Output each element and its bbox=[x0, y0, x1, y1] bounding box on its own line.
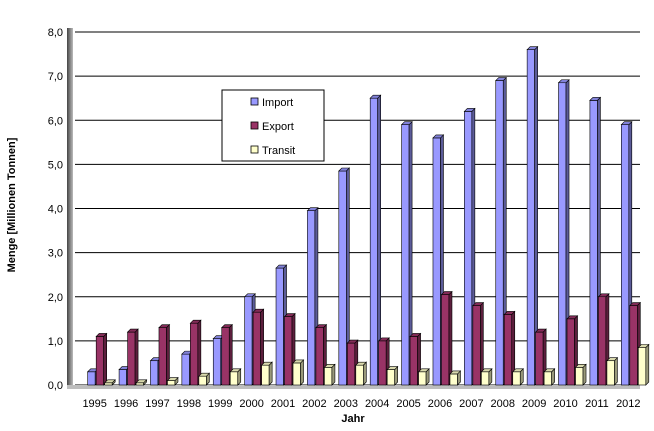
side-wall bbox=[67, 28, 73, 387]
bar-transit-1996 bbox=[135, 379, 148, 386]
bar-import-2010 bbox=[557, 79, 570, 386]
y-tick-label: 6,0 bbox=[48, 115, 63, 127]
legend-label-export: Export bbox=[262, 121, 294, 133]
x-tick-label: 2003 bbox=[334, 398, 358, 410]
bar-transit-1998 bbox=[198, 372, 211, 386]
legend-box bbox=[221, 89, 325, 162]
y-tick-label: 3,0 bbox=[48, 248, 63, 260]
x-tick-label: 2007 bbox=[459, 398, 483, 410]
bar-transit-1999 bbox=[229, 368, 242, 386]
bar-transit-2012 bbox=[637, 343, 650, 386]
x-tick-label: 2004 bbox=[365, 398, 389, 410]
bar-transit-2004 bbox=[386, 365, 399, 386]
bar-export-1995 bbox=[95, 332, 108, 386]
bar-export-1996 bbox=[126, 328, 139, 386]
x-tick-label: 2010 bbox=[553, 398, 577, 410]
x-tick-label: 2012 bbox=[616, 398, 640, 410]
bar-export-2003 bbox=[346, 339, 359, 386]
legend: Import Export Transit bbox=[221, 89, 325, 162]
x-tick-label: 2008 bbox=[491, 398, 515, 410]
grid bbox=[67, 28, 640, 389]
bar-import-2005 bbox=[400, 120, 413, 386]
x-tick-label: 1998 bbox=[177, 398, 201, 410]
bar-export-2008 bbox=[503, 310, 516, 386]
legend-label-import: Import bbox=[262, 97, 293, 109]
x-axis-title: Jahr bbox=[341, 413, 365, 425]
x-tick-label: 1996 bbox=[114, 398, 138, 410]
bar-transit-2010 bbox=[574, 363, 587, 386]
legend-swatch-import bbox=[250, 97, 259, 106]
bar-transit-2002 bbox=[323, 363, 336, 386]
y-tick-label: 5,0 bbox=[48, 159, 63, 171]
x-tick-label: 2001 bbox=[271, 398, 295, 410]
y-tick-label: 4,0 bbox=[48, 204, 63, 216]
y-tick-label: 0,0 bbox=[48, 380, 63, 392]
bar-transit-2006 bbox=[449, 370, 462, 386]
bar-transit-2008 bbox=[512, 368, 524, 386]
y-tick-label: 2,0 bbox=[48, 292, 63, 304]
x-tick-label: 1999 bbox=[208, 398, 232, 410]
bar-transit-2009 bbox=[543, 368, 556, 386]
bar-transit-1995 bbox=[103, 379, 116, 386]
bar-export-1998 bbox=[189, 319, 202, 386]
bar-transit-2000 bbox=[260, 361, 273, 386]
bar-transit-2005 bbox=[417, 368, 430, 386]
x-tick-label: 2006 bbox=[428, 398, 452, 410]
y-axis-title: Menge [Millionen Tonnen] bbox=[6, 137, 18, 272]
bar-import-2004 bbox=[369, 94, 382, 386]
x-tick-label: 1995 bbox=[82, 398, 106, 410]
legend-swatch-export bbox=[250, 121, 259, 130]
bars bbox=[86, 45, 650, 386]
x-tick-label: 1997 bbox=[145, 398, 169, 410]
bar-transit-2003 bbox=[355, 361, 368, 386]
y-tick-label: 1,0 bbox=[48, 336, 63, 348]
bar-export-1997 bbox=[158, 323, 171, 386]
x-tick-label: 2002 bbox=[302, 398, 326, 410]
legend-swatch-transit bbox=[250, 145, 259, 154]
y-tick-label: 7,0 bbox=[48, 71, 63, 83]
bar-transit-2007 bbox=[480, 368, 493, 386]
bar-export-2009 bbox=[534, 328, 547, 386]
bar-transit-1997 bbox=[166, 376, 179, 386]
x-tick-label: 2011 bbox=[585, 398, 609, 410]
bar-import-2009 bbox=[526, 45, 539, 386]
bar-import-2008 bbox=[495, 76, 507, 386]
axes: 0,0 1,0 2,0 3,0 4,0 5,0 6,0 7,0 8,0 1995 1996 1997 1… bbox=[48, 27, 641, 410]
x-tick-label: 2005 bbox=[396, 398, 420, 410]
bar-transit-2011 bbox=[606, 357, 619, 386]
legend-label-transit: Transit bbox=[262, 145, 295, 157]
floor bbox=[67, 385, 640, 389]
x-tick-label: 2009 bbox=[522, 398, 546, 410]
bar-transit-2001 bbox=[292, 359, 305, 386]
bar-export-2006 bbox=[440, 290, 453, 386]
bar-export-1999 bbox=[221, 323, 233, 386]
x-tick-label: 2000 bbox=[239, 398, 263, 410]
y-tick-label: 8,0 bbox=[48, 27, 63, 39]
